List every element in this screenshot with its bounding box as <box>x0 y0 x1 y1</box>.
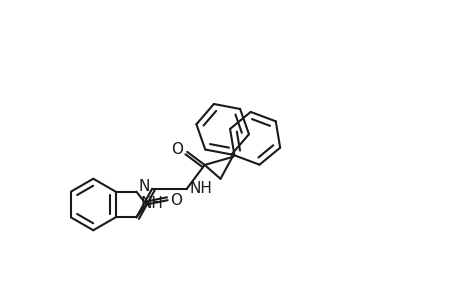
Text: O: O <box>170 193 182 208</box>
Text: NH: NH <box>140 196 163 211</box>
Text: NH: NH <box>189 181 212 196</box>
Text: N: N <box>138 179 150 194</box>
Text: O: O <box>171 142 183 158</box>
